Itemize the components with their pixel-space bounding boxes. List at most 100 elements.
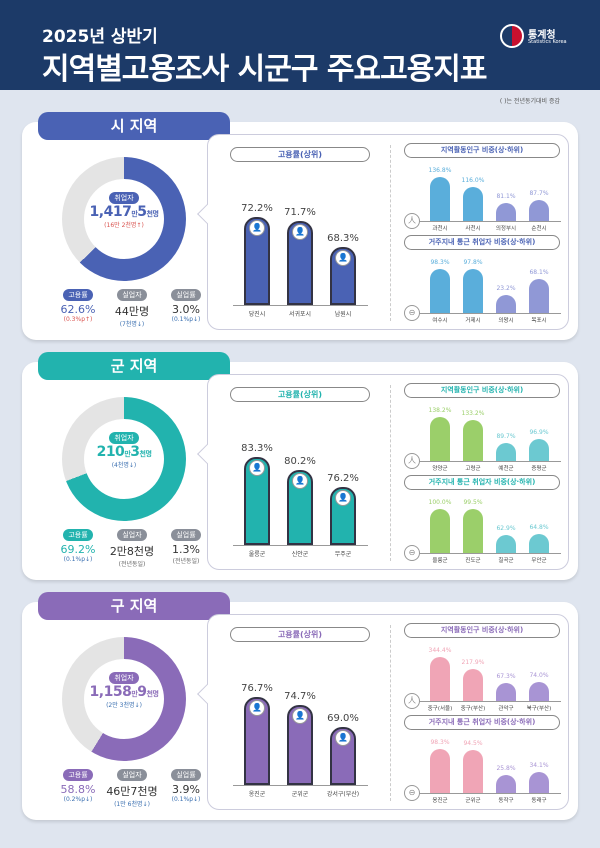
person-icon: 👤 [249,220,265,236]
logo-english: Statistics Korea [528,39,567,45]
person-icon: 👤 [335,250,351,266]
employment-chart-title: 고용률(상위) [230,627,370,642]
small-chart-bar [430,177,450,221]
employed-label: 취업자 [109,432,139,444]
section-0: 시 지역 취업자 1,417만5천명 (16만 2천명↑) 고용률 62.6% (0.3%p… [22,112,578,342]
metric-change: (7천명↓) [119,321,145,328]
small-chart-value: 89.7% [496,433,516,440]
small-chart-region: 동작구 [498,798,514,804]
employed-label: 취업자 [109,672,139,684]
small-chart-title: 거주지내 통근 취업자 비중(상·하위) [404,475,560,490]
employed-donut: 취업자 210만3천명 (4천명↓) [62,397,186,521]
small-chart-region: 사천시 [465,226,481,232]
metric-change: (0.3%p↑) [63,316,93,323]
small-chart-region: 순천시 [531,226,547,232]
employment-value: 76.2% [327,473,359,484]
metric-change: (전년동일) [118,561,146,568]
small-chart-region: 울릉군 [432,558,448,564]
person-icon: 👤 [335,490,351,506]
small-chart-value: 62.9% [496,525,516,532]
small-chart-value: 97.8% [463,259,483,267]
employment-region: 신안군 [291,551,309,558]
metric-change: (0.1%p↓) [63,556,93,563]
metric-value: 2만8천명 [109,545,155,558]
donut-center: 취업자 1,158만9천명 (2만 3천명↓) [84,659,164,739]
metric-label: 실업자 [117,289,147,301]
employment-region: 군위군 [291,791,309,798]
employed-change: (2만 3천명↓) [106,702,142,709]
metric-value: 62.6% [60,303,96,316]
metric-change: (0.2%p↓) [63,796,93,803]
car-icon: ⊖ [404,305,420,321]
small-chart-value: 98.3% [430,259,450,266]
donut-center: 취업자 210만3천명 (4천명↓) [84,419,164,499]
small-chart-title: 거주지내 통근 취업자 비중(상·하위) [404,715,560,730]
metric-label: 고용률 [63,769,93,781]
indicator-panel: 고용률(상위) 👤 76.7% 옹진군 👤 74.7% 군위군 👤 69.0% 강서구(부산) 지역… [197,614,569,810]
small-chart-bar [496,203,516,221]
statistics-korea-logo: 통계청 Statistics Korea [500,24,570,52]
small-chart-value: 136.8% [428,167,452,174]
section-tab: 구 지역 [38,592,230,620]
small-chart-bar [529,533,549,553]
panel-divider [390,625,391,801]
small-chart-region: 고령군 [465,466,481,472]
employed-unit1: 만 [124,450,131,458]
small-chart-title: 지역활동인구 비중(상·하위) [404,143,560,158]
metric-0: 고용률 58.8% (0.2%p↓) [50,762,106,803]
employment-chart-title: 고용률(상위) [230,147,370,162]
small-chart-axis [413,793,561,794]
employed-label: 취업자 [109,192,139,204]
small-chart-bar [463,186,483,221]
small-chart-bar [496,775,516,793]
small-chart-bar [463,419,483,461]
person-icon: 👤 [292,473,308,490]
small-chart-value: 87.7% [529,189,549,197]
metric-value: 46만7천명 [106,785,158,798]
employment-region: 울릉군 [248,551,266,558]
small-chart-value: 344.4% [428,647,452,654]
metric-1: 실업자 44만명 (7천명↓) [104,282,160,328]
small-chart-axis [413,461,561,462]
small-chart-value: 23.2% [496,285,516,292]
metric-label: 실업률 [171,289,201,301]
small-chart-value: 217.9% [461,658,485,666]
employed-value: 1,158만9천명 [84,684,164,700]
panel-divider [390,145,391,321]
employment-chart-title: 고용률(상위) [230,387,370,402]
small-chart-bar [463,509,483,553]
employed-unit2: 천명 [139,450,152,458]
employment-region: 당진시 [248,311,266,318]
small-chart-value: 34.1% [529,762,549,770]
small-chart-bar [529,279,549,313]
employment-axis [233,545,368,546]
employed-sub: 5 [137,204,147,220]
small-chart-region: 의왕시 [498,318,514,324]
metric-label: 실업자 [117,769,147,781]
legend-note: ( )는 전년동기대비 증감 [499,98,560,105]
small-chart-value: 98.3% [430,739,450,746]
employment-value: 71.7% [284,206,316,218]
car-icon: ⊖ [404,785,420,801]
small-chart-value: 100.0% [428,499,452,506]
employment-region: 남원시 [334,311,352,318]
person-icon: 👤 [335,730,351,746]
metric-0: 고용률 62.6% (0.3%p↑) [50,282,106,323]
metric-value: 1.3% [172,543,200,556]
population-icon: 人 [404,453,420,469]
employment-axis [233,305,368,306]
small-chart-bar [430,509,450,553]
employed-sub: 9 [137,684,147,700]
metric-change: (0.1%p↓) [171,796,201,803]
small-chart-value: 68.1% [529,269,549,277]
employed-main: 210 [96,444,125,460]
small-chart-title: 지역활동인구 비중(상·하위) [404,383,560,398]
small-chart-region: 옹진군 [432,798,448,804]
small-chart-axis [413,221,561,222]
metric-value: 3.0% [172,303,200,316]
small-chart-axis [413,313,561,314]
small-chart-value: 138.2% [428,407,452,414]
small-chart-axis [413,701,561,702]
small-chart-bar [430,657,450,701]
small-chart-region: 의정부시 [495,226,517,232]
